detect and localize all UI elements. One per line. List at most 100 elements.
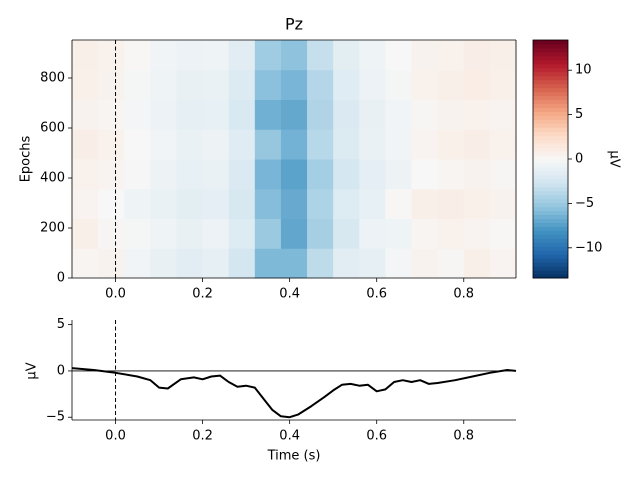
colorbar-segment [533, 222, 568, 227]
heatmap-cell [359, 218, 386, 249]
colorbar-tick-label: 10 [575, 63, 592, 78]
erp-line [71, 367, 517, 419]
heatmap-cell [359, 188, 386, 219]
heatmap-cell [176, 248, 204, 279]
colorbar-segment [533, 127, 568, 132]
heatmap-cell [359, 40, 386, 71]
heatmap-cell [98, 188, 125, 219]
colorbar-segment [533, 91, 568, 97]
heatmap-cell [124, 129, 151, 160]
heatmap-cell [280, 248, 308, 279]
x-tick-label: 0.2 [192, 287, 213, 302]
heatmap-cell [254, 69, 282, 100]
heatmap-cell [385, 188, 413, 219]
colorbar-segment [533, 123, 568, 128]
heatmap-cell [280, 218, 308, 249]
colorbar-segment [533, 147, 568, 152]
heatmap-cell [307, 248, 334, 279]
heatmap-cell [307, 129, 334, 160]
heatmap-cell [72, 40, 99, 71]
heatmap-cell [411, 248, 439, 279]
heatmap-cell [202, 129, 230, 160]
heatmap-cell [333, 99, 360, 130]
heatmap-cell [254, 159, 282, 190]
heatmap-cell [411, 129, 439, 160]
heatmap-cell [437, 99, 465, 130]
x-tick-label: 0.0 [105, 287, 126, 302]
heatmap-cell [280, 159, 308, 190]
colorbar-segment [533, 111, 568, 116]
colorbar-segment [533, 270, 568, 275]
heatmap-cell [150, 218, 177, 249]
heatmap-cell [228, 69, 256, 100]
heatmap-cell [150, 69, 177, 100]
heatmap-cell [124, 159, 151, 190]
colorbar-segment [533, 238, 568, 243]
colorbar-segment [533, 274, 568, 279]
heatmap-cell [254, 188, 282, 219]
colorbar-segment [533, 170, 568, 176]
heatmap-cell [307, 69, 334, 100]
heatmap-cell [176, 99, 204, 130]
heatmap-cell [72, 69, 99, 100]
heatmap-cell [202, 159, 230, 190]
colorbar-segment [533, 79, 568, 85]
colorbar-segment [533, 95, 568, 100]
colorbar-segment [533, 43, 568, 49]
heatmap-cell [463, 99, 491, 130]
heatmap-cell [72, 188, 99, 219]
heatmap-cell [150, 129, 177, 160]
x-tick-label: 0.0 [105, 429, 126, 444]
colorbar-segment [533, 155, 568, 160]
heatmap-cell [385, 248, 413, 279]
colorbar-segment [533, 71, 568, 77]
colorbar-segment [533, 87, 568, 93]
x-tick-label: 0.2 [192, 429, 213, 444]
heatmap-cell [489, 99, 517, 130]
colorbar-segment [533, 151, 568, 156]
colorbar-segment [533, 218, 568, 223]
colorbar-segment [533, 131, 568, 136]
x-tick-label: 0.8 [453, 287, 474, 302]
heatmap-cell [437, 218, 465, 249]
heatmap-cell [463, 129, 491, 160]
y-axis-label: Epochs [19, 135, 34, 182]
colorbar-segment [533, 99, 568, 104]
colorbar-segment [533, 47, 568, 53]
heatmap-cell [280, 99, 308, 130]
heatmap-cell [489, 188, 517, 219]
heatmap-cell [411, 159, 439, 190]
heatmap-cell [72, 218, 99, 249]
heatmap-cell [124, 69, 151, 100]
colorbar-segment [533, 266, 568, 271]
colorbar-segment [533, 246, 568, 251]
colorbar-segment [533, 214, 568, 219]
colorbar-segment [533, 119, 568, 124]
colorbar-segment [533, 59, 568, 65]
heatmap-cell [176, 69, 204, 100]
colorbar-segment [533, 234, 568, 239]
heatmap-cell [489, 40, 517, 71]
heatmap-cell [150, 40, 177, 71]
heatmap-cell [333, 218, 360, 249]
heatmap-cell [72, 159, 99, 190]
colorbar-segment [533, 226, 568, 231]
heatmap-cell [307, 40, 334, 71]
heatmap-cell [98, 69, 125, 100]
y-tick-label: 400 [40, 171, 65, 186]
heatmap-cell [385, 40, 413, 71]
colorbar-segment [533, 254, 568, 259]
heatmap-cell [280, 129, 308, 160]
heatmap-cell [72, 99, 99, 130]
x-axis-label: Time (s) [267, 449, 321, 464]
heatmap-cell [333, 248, 360, 279]
heatmap-cell [150, 159, 177, 190]
heatmap-cell [176, 159, 204, 190]
heatmap-cell [385, 159, 413, 190]
heatmap-cell [489, 248, 517, 279]
heatmap-cell [202, 248, 230, 279]
heatmap-cell [98, 218, 125, 249]
colorbar-segment [533, 186, 568, 192]
heatmap-cell [437, 248, 465, 279]
heatmap-cell [385, 99, 413, 130]
